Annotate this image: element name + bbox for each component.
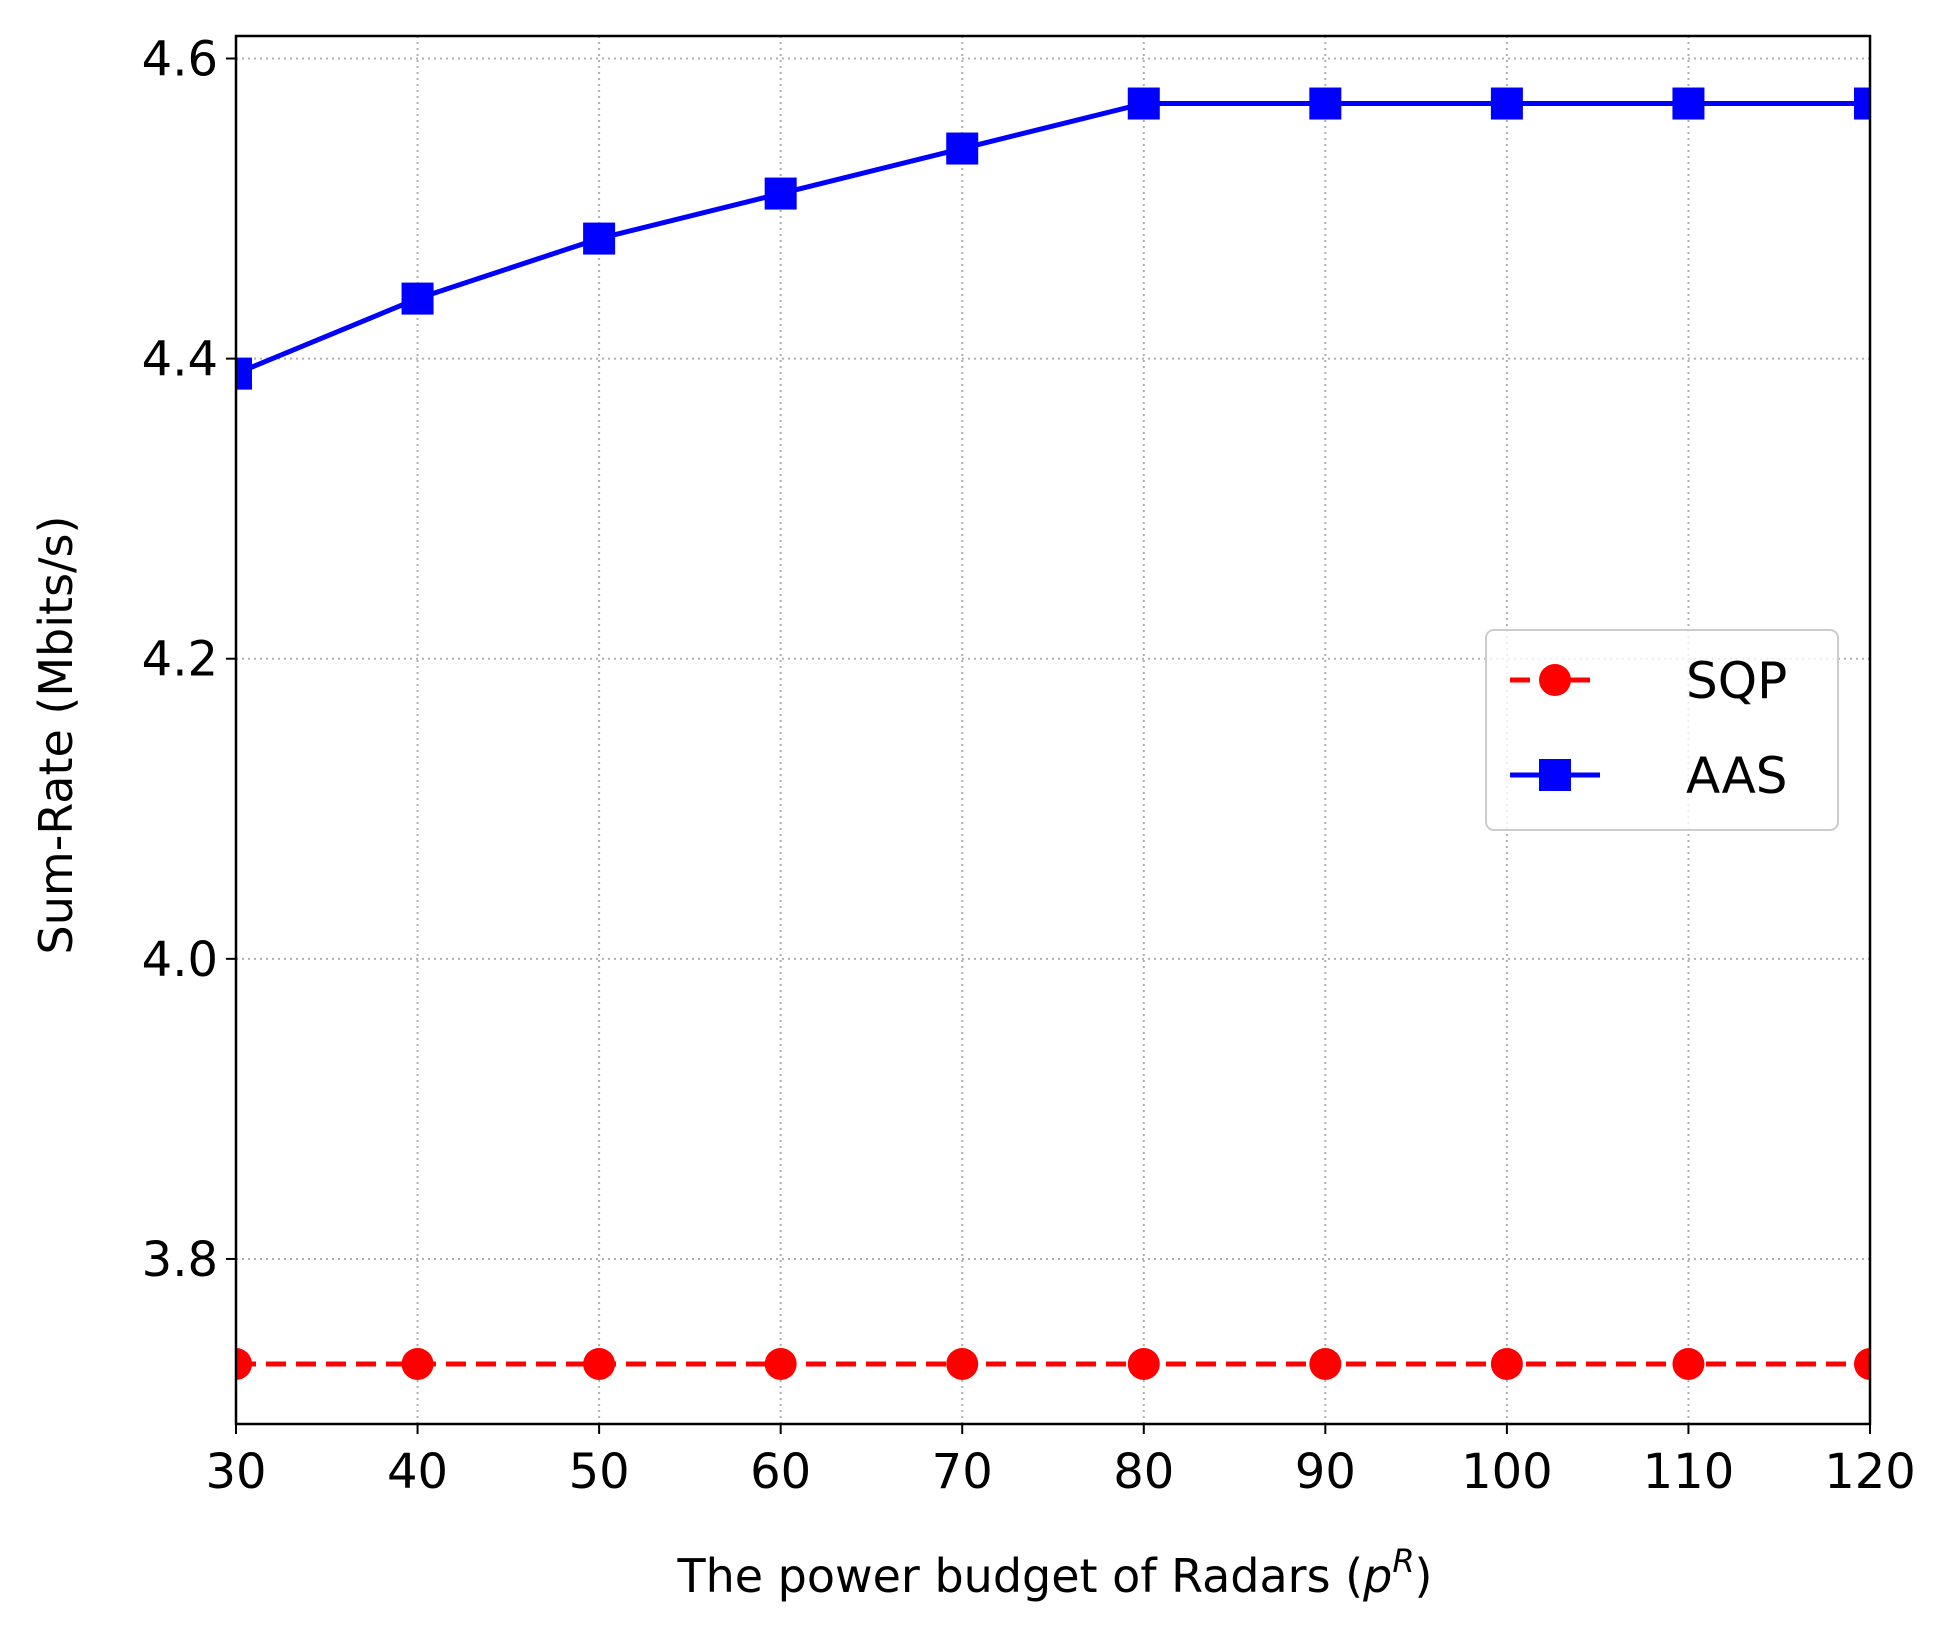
y-tick-label: 4.6: [142, 32, 218, 88]
data-point-aas: [1127, 87, 1160, 120]
data-point-aas: [764, 177, 797, 210]
x-tick-label: 110: [1643, 1444, 1735, 1500]
data-point-sqp: [1672, 1347, 1705, 1380]
data-point-aas: [236, 357, 252, 390]
data-point-sqp: [583, 1347, 616, 1380]
series-line-aas: [236, 101, 1870, 376]
legend-swatch-marker-aas: [1539, 759, 1571, 791]
x-axis-title: The power budget of Radars (pR): [676, 1542, 1432, 1603]
legend-entry-sqp: SQP: [1510, 652, 1787, 710]
y-tick-label: 4.2: [142, 632, 218, 688]
legend-label-aas: AAS: [1686, 747, 1788, 805]
x-tick-label: 40: [387, 1444, 448, 1500]
x-tick-label: 100: [1461, 1444, 1553, 1500]
y-tick-label: 4.0: [142, 932, 218, 988]
series-sqp: [236, 1347, 1870, 1380]
data-point-sqp: [1309, 1347, 1342, 1380]
data-point-sqp: [1127, 1347, 1160, 1380]
grid: [235, 36, 1871, 1424]
series-layer: [236, 87, 1870, 1380]
y-tick-label: 3.8: [142, 1232, 218, 1288]
data-point-sqp: [236, 1347, 252, 1380]
plot-frame: [234, 34, 1872, 1426]
data-point-aas: [946, 132, 979, 165]
data-point-aas: [1490, 87, 1523, 120]
x-tick-label: 50: [569, 1444, 630, 1500]
y-axis-title: Sum-Rate (Mbits/s): [29, 516, 83, 955]
x-tick-label: 80: [1113, 1444, 1174, 1500]
data-point-aas: [1854, 87, 1870, 120]
legend-entry-aas: AAS: [1510, 747, 1788, 805]
x-tick-label: 120: [1824, 1444, 1916, 1500]
ticks: 30 40 50 60 70 80 90 100 110 120 3.8 4.0 4.2 4.4 4.6: [142, 32, 1916, 1500]
data-point-sqp: [946, 1347, 979, 1380]
data-point-sqp: [401, 1347, 434, 1380]
x-tick-label: 70: [932, 1444, 993, 1500]
data-point-sqp: [1490, 1347, 1523, 1380]
legend-swatch-marker-sqp: [1539, 664, 1571, 696]
data-point-sqp: [1854, 1347, 1870, 1380]
x-tick-label: 60: [750, 1444, 811, 1500]
x-axis-title-text: The power budget of Radars (: [676, 1549, 1363, 1603]
x-axis-title-close: ): [1415, 1549, 1433, 1603]
series-aas: [236, 87, 1870, 390]
legend-label-sqp: SQP: [1686, 652, 1787, 710]
data-point-aas: [1309, 87, 1342, 120]
x-tick-label: 30: [205, 1444, 266, 1500]
x-tick-label: 90: [1295, 1444, 1356, 1500]
data-point-aas: [583, 222, 616, 255]
x-axis-title-superscript: R: [1392, 1542, 1414, 1580]
x-axis-title-symbol: p: [1362, 1549, 1392, 1603]
y-tick-label: 4.4: [142, 332, 218, 388]
data-point-aas: [1672, 87, 1705, 120]
data-point-aas: [401, 282, 434, 315]
legend: SQP AAS: [1485, 629, 1839, 831]
data-point-sqp: [764, 1347, 797, 1380]
